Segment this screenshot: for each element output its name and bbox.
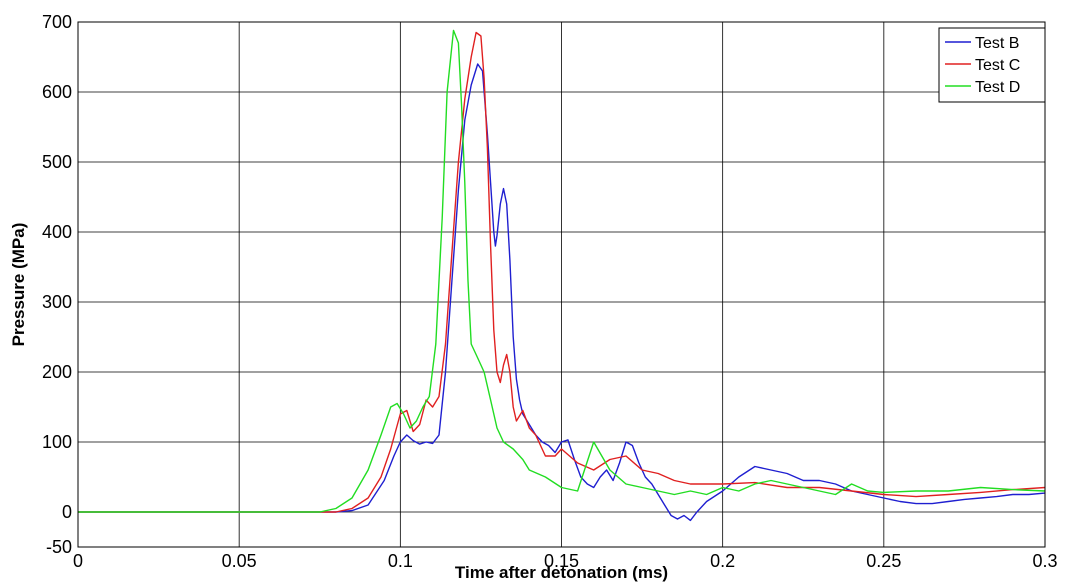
y-tick-label: -50 xyxy=(46,537,72,557)
legend-box xyxy=(938,27,1046,103)
series-layer xyxy=(78,29,1046,522)
x-tick-label: 0.05 xyxy=(222,551,257,571)
legend-label: Test B xyxy=(975,35,1019,52)
legend-label: Test D xyxy=(975,79,1020,96)
x-tick-label: 0 xyxy=(73,551,83,571)
y-tick-label: 300 xyxy=(42,292,72,312)
x-tick-label: 0.1 xyxy=(388,551,413,571)
y-tick-label: 200 xyxy=(42,362,72,382)
y-tick-label: 400 xyxy=(42,222,72,242)
y-tick-label: 500 xyxy=(42,152,72,172)
y-axis-label: Pressure (MPa) xyxy=(9,223,28,347)
grid-layer xyxy=(77,21,1046,547)
legend: Test B Test C Test D xyxy=(938,27,1046,103)
y-tick-label: 100 xyxy=(42,432,72,452)
legend-label: Test C xyxy=(975,57,1020,74)
x-tick-label: 0.3 xyxy=(1032,551,1057,571)
x-tick-label: 0.2 xyxy=(710,551,735,571)
series-line-test-b xyxy=(78,63,1046,522)
x-tick-label: 0.15 xyxy=(544,551,579,571)
y-tick-label: 0 xyxy=(62,502,72,522)
plot-frame xyxy=(77,21,1046,548)
x-tick-label: 0.25 xyxy=(866,551,901,571)
series-line-test-d xyxy=(78,29,1046,513)
y-tick-label: 600 xyxy=(42,82,72,102)
x-axis-label: Time after detonation (ms) xyxy=(455,563,668,582)
tick-layer: 0 0.05 0.1 0.15 0.2 0.25 0.3-50010020030040050… xyxy=(42,12,1058,571)
y-tick-label: 700 xyxy=(42,12,72,32)
series-line-test-c xyxy=(78,31,1046,513)
